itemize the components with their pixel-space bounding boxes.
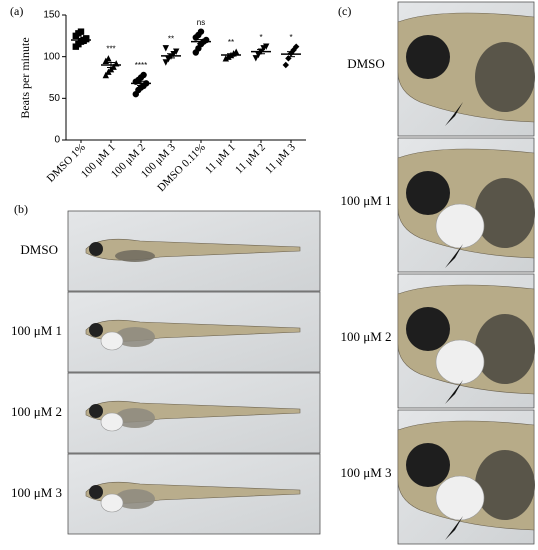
arrowhead: [445, 516, 463, 540]
larva-eye: [406, 443, 450, 487]
arrowhead: [445, 102, 463, 126]
larva-eye: [89, 323, 103, 337]
data-point: [293, 43, 300, 50]
data-point: [263, 43, 270, 50]
edema: [100, 331, 124, 351]
larva-eye: [406, 307, 450, 351]
significance: *: [259, 33, 262, 42]
data-point: [173, 48, 180, 55]
data-point: [252, 55, 259, 62]
data-point: [105, 55, 112, 62]
data-point: [77, 28, 85, 35]
larva-yolk: [115, 408, 155, 428]
x-tick-label: DMSO 1%: [45, 141, 88, 184]
row-label: 100 μM 1: [11, 323, 62, 338]
data-point: [222, 55, 229, 62]
significance: *: [289, 33, 292, 42]
panel-c-images: [397, 1, 535, 545]
panel-b-images: [67, 210, 321, 535]
row-label: 100 μM 3: [340, 465, 391, 480]
edema: [435, 203, 485, 249]
y-axis-title: Beats per minute: [18, 37, 32, 118]
y-tick-label: 50: [49, 93, 61, 104]
larva-eye: [89, 485, 103, 499]
larva-yolk: [475, 42, 535, 112]
edema: [100, 412, 124, 432]
significance: ns: [197, 18, 205, 27]
y-tick-label: 0: [54, 135, 60, 146]
x-tick-label: 11 μM 1: [203, 141, 238, 176]
row-label: 100 μM 3: [11, 485, 62, 500]
x-tick-label: 11 μM 2: [233, 141, 268, 176]
arrowhead: [445, 380, 463, 404]
panel-label: (c): [338, 4, 351, 18]
row-label: DMSO: [347, 56, 385, 71]
significance: ****: [135, 61, 147, 70]
data-point: [140, 71, 147, 79]
row-label: 100 μM 1: [340, 193, 391, 208]
larva-yolk: [475, 450, 535, 520]
data-point: [102, 71, 109, 79]
data-point: [162, 59, 169, 66]
x-tick-label: 11 μM 3: [263, 141, 298, 176]
data-point: [282, 61, 289, 69]
larva-yolk: [475, 314, 535, 384]
larva-yolk: [115, 489, 155, 509]
y-tick-label: 100: [43, 51, 60, 62]
larva-eye: [89, 242, 103, 256]
arrowhead: [445, 244, 463, 268]
row-label: 100 μM 2: [11, 404, 62, 419]
larva-yolk: [115, 327, 155, 347]
significance: **: [228, 38, 234, 47]
larva-eye: [406, 171, 450, 215]
edema: [435, 475, 485, 521]
larva-eye: [89, 404, 103, 418]
edema: [100, 493, 124, 513]
significance: **: [168, 34, 174, 43]
data-point: [162, 45, 169, 52]
data-point: [197, 28, 205, 35]
data-point: [83, 35, 90, 43]
larva-yolk: [115, 250, 155, 262]
y-tick-label: 150: [43, 10, 60, 21]
larva-yolk: [475, 178, 535, 248]
larva-eye: [406, 35, 450, 79]
significance: ***: [106, 44, 115, 53]
data-point: [110, 63, 117, 70]
row-label: DMSO: [20, 242, 58, 257]
panel-label: (b): [14, 202, 28, 216]
row-label: 100 μM 2: [340, 329, 391, 344]
edema: [435, 339, 485, 385]
panel-label: (a): [10, 4, 23, 18]
